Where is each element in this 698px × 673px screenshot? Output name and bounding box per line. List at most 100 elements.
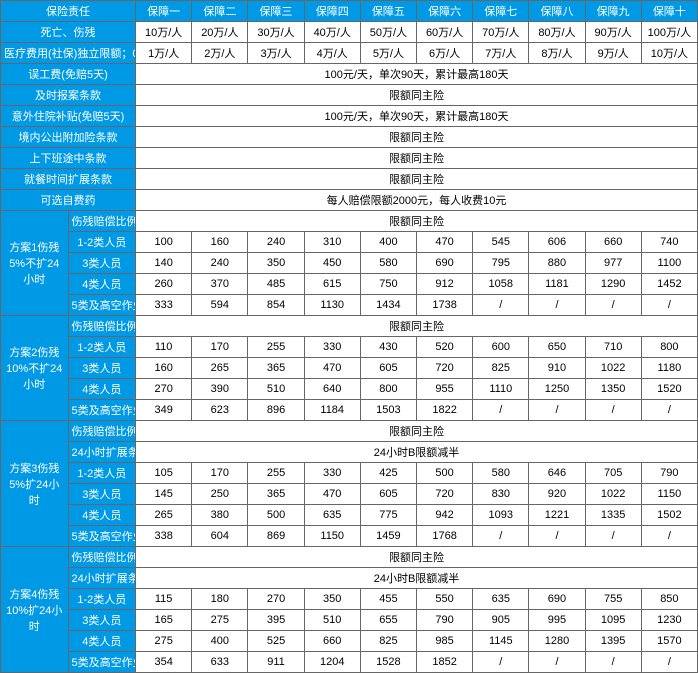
section-2-row-1-val-8: 1022: [585, 484, 641, 505]
section-side-0: 方案1伤残5%不扩24小时: [1, 211, 69, 316]
top-row-0-val-3: 40万/人: [304, 22, 360, 43]
section-1-header-text-0: 限额同主险: [136, 316, 698, 337]
section-2-row-1-val-5: 720: [417, 484, 473, 505]
section-0-row-2-val-3: 615: [304, 274, 360, 295]
section-0-row-3-val-1: 594: [192, 295, 248, 316]
span-row-label-0: 误工费(免赔5天): [1, 64, 136, 85]
section-0-row-1-val-4: 580: [360, 253, 416, 274]
section-2-row-3-val-5: 1768: [417, 526, 473, 547]
section-1-row-2-val-0: 270: [136, 379, 192, 400]
section-3-row-1-val-1: 275: [192, 610, 248, 631]
header-plan-6: 保障七: [473, 1, 529, 22]
top-row-0-val-7: 80万/人: [529, 22, 585, 43]
section-2-row-2-val-0: 265: [136, 505, 192, 526]
section-0-row-2-val-9: 1452: [641, 274, 697, 295]
section-3-row-1-val-8: 1095: [585, 610, 641, 631]
section-1-row-0-val-7: 650: [529, 337, 585, 358]
section-1-row-1-val-9: 1180: [641, 358, 697, 379]
section-0-row-2-val-7: 1181: [529, 274, 585, 295]
section-2-row-0-val-1: 170: [192, 463, 248, 484]
section-0-row-0-val-5: 470: [417, 232, 473, 253]
top-row-1-val-5: 6万/人: [417, 43, 473, 64]
section-3-row-0-val-0: 115: [136, 589, 192, 610]
section-2-row-2-val-3: 635: [304, 505, 360, 526]
span-row-label-1: 及时报案条款: [1, 85, 136, 106]
section-1-row-1-val-6: 825: [473, 358, 529, 379]
section-3-row-0-val-1: 180: [192, 589, 248, 610]
section-0-row-2-val-6: 1058: [473, 274, 529, 295]
section-1-row-1-val-7: 910: [529, 358, 585, 379]
span-row-text-2: 100元/天，单次90天，累计最高180天: [136, 106, 698, 127]
section-0-row-3-val-6: /: [473, 295, 529, 316]
span-row-text-5: 限额同主险: [136, 169, 698, 190]
section-1-row-1-val-4: 605: [360, 358, 416, 379]
section-3-row-3-val-7: /: [529, 652, 585, 673]
section-3-row-2-val-4: 825: [360, 631, 416, 652]
section-0-row-2-val-0: 260: [136, 274, 192, 295]
section-2-row-1-val-4: 605: [360, 484, 416, 505]
section-1-row-3-val-8: /: [585, 400, 641, 421]
section-3-row-3-val-8: /: [585, 652, 641, 673]
section-3-row-0-val-4: 455: [360, 589, 416, 610]
section-0-row-3-val-3: 1130: [304, 295, 360, 316]
section-3-row-2-val-5: 985: [417, 631, 473, 652]
top-row-0-val-1: 20万/人: [192, 22, 248, 43]
section-3-row-1-val-5: 790: [417, 610, 473, 631]
section-1-row-2-val-8: 1350: [585, 379, 641, 400]
section-1-row-1-val-5: 720: [417, 358, 473, 379]
section-1-row-0-val-0: 110: [136, 337, 192, 358]
section-1-row-3-val-0: 349: [136, 400, 192, 421]
section-1-row-0-val-2: 255: [248, 337, 304, 358]
section-1-row-3-val-9: /: [641, 400, 697, 421]
section-3-row-2-val-9: 1570: [641, 631, 697, 652]
section-1-row-1-val-2: 365: [248, 358, 304, 379]
section-0-row-1-val-6: 795: [473, 253, 529, 274]
section-1-header-label-0: 伤残赔偿比例B款: [68, 316, 136, 337]
section-2-row-3-val-0: 338: [136, 526, 192, 547]
header-plan-9: 保障十: [641, 1, 697, 22]
section-3-row-2-val-2: 525: [248, 631, 304, 652]
section-3-row-2-label: 4类人员: [68, 631, 136, 652]
top-row-1-val-6: 7万/人: [473, 43, 529, 64]
section-0-row-0-val-4: 400: [360, 232, 416, 253]
section-2-row-2-val-2: 500: [248, 505, 304, 526]
section-2-row-0-val-7: 646: [529, 463, 585, 484]
section-1-row-0-val-1: 170: [192, 337, 248, 358]
section-3-row-2-val-6: 1145: [473, 631, 529, 652]
section-3-row-3-val-2: 911: [248, 652, 304, 673]
header-plan-3: 保障四: [304, 1, 360, 22]
section-3-row-0-val-6: 635: [473, 589, 529, 610]
section-1-row-1-val-0: 160: [136, 358, 192, 379]
top-row-0-val-6: 70万/人: [473, 22, 529, 43]
section-2-row-1-val-9: 1150: [641, 484, 697, 505]
span-row-label-4: 上下班途中条款: [1, 148, 136, 169]
section-1-row-2-val-3: 640: [304, 379, 360, 400]
section-2-header-text-0: 限额同主险: [136, 421, 698, 442]
section-1-row-3-val-4: 1503: [360, 400, 416, 421]
span-row-label-3: 境内公出附加险条款: [1, 127, 136, 148]
section-3-row-0-val-8: 755: [585, 589, 641, 610]
section-3-row-1-val-2: 395: [248, 610, 304, 631]
section-3-header-label-0: 伤残赔偿比例B款: [68, 547, 136, 568]
section-1-row-2-val-4: 800: [360, 379, 416, 400]
section-3-row-3-val-3: 1204: [304, 652, 360, 673]
section-3-row-3-val-0: 354: [136, 652, 192, 673]
section-2-row-0-val-2: 255: [248, 463, 304, 484]
header-plan-4: 保障五: [360, 1, 416, 22]
header-plan-0: 保障一: [136, 1, 192, 22]
section-3-row-0-val-2: 270: [248, 589, 304, 610]
section-1-row-3-label: 5类及高空作业人员: [68, 400, 136, 421]
section-2-row-1-val-0: 145: [136, 484, 192, 505]
section-2-row-0-val-6: 580: [473, 463, 529, 484]
section-0-row-0-val-9: 740: [641, 232, 697, 253]
section-3-row-1-val-9: 1230: [641, 610, 697, 631]
section-3-row-0-val-3: 350: [304, 589, 360, 610]
section-0-row-2-val-1: 370: [192, 274, 248, 295]
section-1-row-0-val-4: 430: [360, 337, 416, 358]
section-1-row-2-val-7: 1250: [529, 379, 585, 400]
section-0-row-3-val-4: 1434: [360, 295, 416, 316]
section-0-row-0-label: 1-2类人员: [68, 232, 136, 253]
section-3-row-3-val-5: 1852: [417, 652, 473, 673]
section-2-row-3-label: 5类及高空作业人员: [68, 526, 136, 547]
span-row-label-6: 可选自费药: [1, 190, 136, 211]
